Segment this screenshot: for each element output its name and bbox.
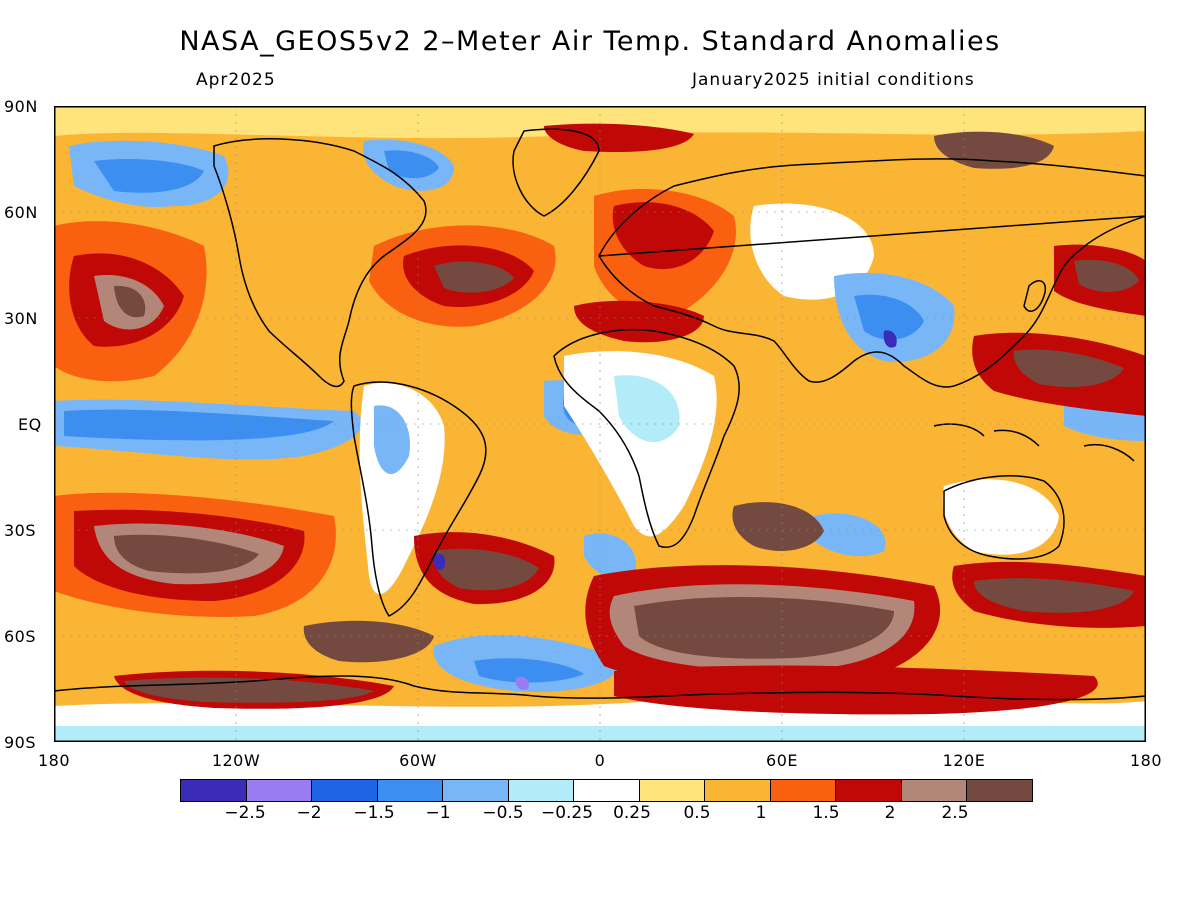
colorbar-label: −0.5 bbox=[482, 803, 524, 823]
grid-lines bbox=[54, 106, 1146, 742]
lat-label-eq: EQ bbox=[18, 415, 42, 434]
colorbar-label: −2 bbox=[296, 803, 322, 823]
colorbar-label: −1 bbox=[425, 803, 451, 823]
coastlines bbox=[54, 128, 1146, 701]
lon-label-180e: 180 bbox=[1129, 751, 1163, 770]
colorbar-label: −2.5 bbox=[224, 803, 266, 823]
lon-label-0: 0 bbox=[594, 751, 606, 770]
colorbar-swatch-2 bbox=[246, 780, 312, 801]
colorbar bbox=[180, 779, 1033, 802]
colorbar-swatch-8 bbox=[639, 780, 705, 801]
lat-label-60s: 60S bbox=[4, 627, 37, 646]
colorbar-swatch-5 bbox=[443, 780, 509, 801]
map-title: NASA_GEOS5v2 2–Meter Air Temp. Standard … bbox=[179, 26, 1001, 57]
colorbar-label: 2.5 bbox=[941, 803, 969, 823]
lat-label-90s: 90S bbox=[4, 733, 37, 752]
colorbar-swatch-13 bbox=[967, 780, 1032, 801]
lon-label-60w: 60W bbox=[399, 751, 437, 770]
lon-label-120w: 120W bbox=[211, 751, 261, 770]
initial-conditions: January2025 initial conditions bbox=[692, 70, 975, 90]
colorbar-label: 0.25 bbox=[613, 803, 651, 823]
anomaly-map bbox=[54, 106, 1146, 742]
colorbar-swatch-12 bbox=[901, 780, 967, 801]
colorbar-label: −0.25 bbox=[540, 803, 594, 823]
colorbar-label: −1.5 bbox=[353, 803, 395, 823]
anomaly-fields bbox=[54, 106, 1146, 742]
lon-label-180w: 180 bbox=[37, 751, 71, 770]
colorbar-swatch-4 bbox=[377, 780, 443, 801]
lat-label-60n: 60N bbox=[4, 203, 38, 222]
map-frame bbox=[54, 106, 1146, 742]
colorbar-swatch-6 bbox=[508, 780, 574, 801]
colorbar-label: 0.5 bbox=[683, 803, 711, 823]
colorbar-swatch-3 bbox=[312, 780, 378, 801]
colorbar-label: 2 bbox=[884, 803, 896, 823]
lon-label-60e: 60E bbox=[766, 751, 798, 770]
colorbar-swatch-7 bbox=[574, 780, 640, 801]
forecast-month: Apr2025 bbox=[196, 70, 276, 90]
lat-label-30n: 30N bbox=[4, 309, 38, 328]
lon-label-120e: 120E bbox=[942, 751, 986, 770]
colorbar-label: 1 bbox=[755, 803, 767, 823]
colorbar-swatch-10 bbox=[770, 780, 836, 801]
colorbar-swatch-1 bbox=[181, 780, 247, 801]
lat-label-30s: 30S bbox=[4, 521, 37, 540]
colorbar-label: 1.5 bbox=[812, 803, 840, 823]
colorbar-swatch-11 bbox=[836, 780, 902, 801]
colorbar-swatch-9 bbox=[705, 780, 771, 801]
lat-label-90n: 90N bbox=[4, 97, 38, 116]
